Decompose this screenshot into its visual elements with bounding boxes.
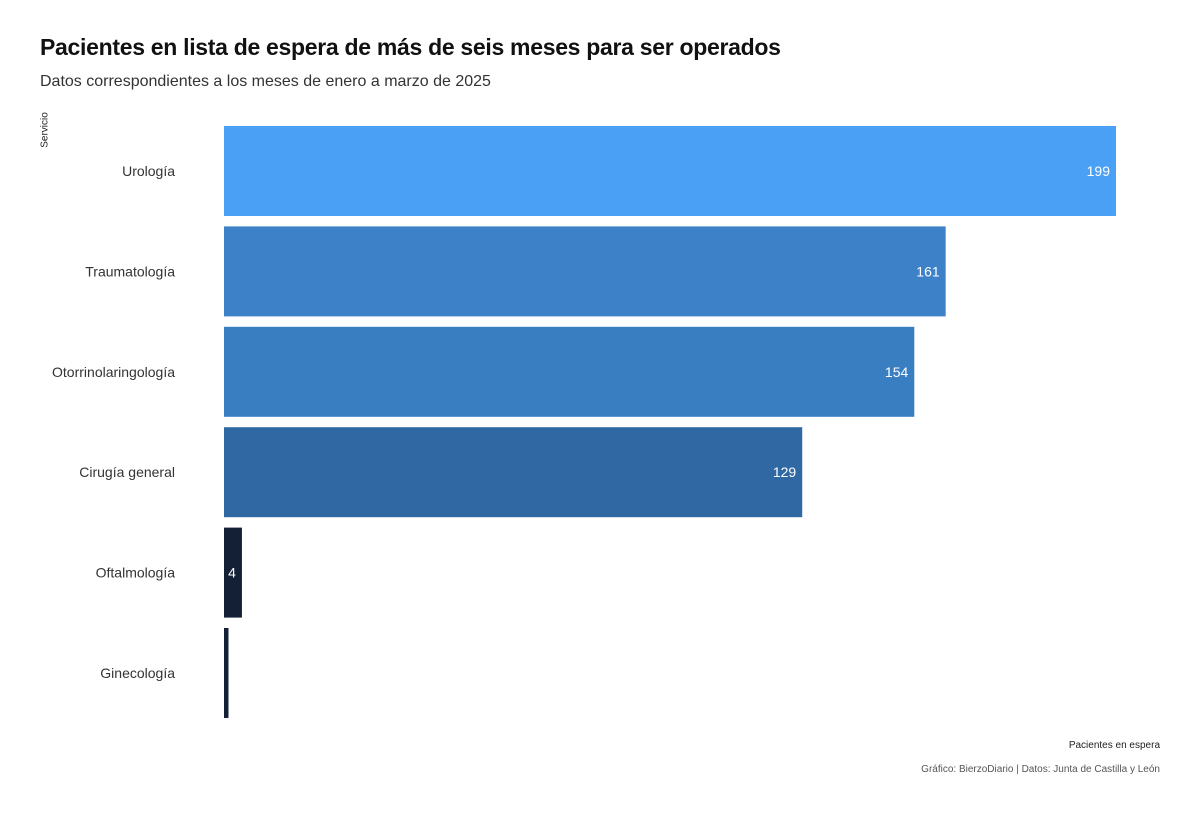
bar (224, 628, 229, 718)
y-tick-label: Ginecología (100, 665, 175, 681)
bar (224, 226, 946, 317)
bar-value-label: 154 (885, 364, 909, 380)
y-tick-label: Cirugía general (79, 464, 175, 480)
bar-value-label: 199 (1087, 163, 1111, 179)
chart-title: Pacientes en lista de espera de más de s… (40, 34, 781, 60)
bar-value-label: 4 (228, 565, 236, 581)
y-tick-label: Traumatología (85, 263, 175, 279)
y-tick-label: Urología (122, 163, 175, 179)
y-tick-label: Otorrinolaringología (52, 364, 175, 380)
bar-value-label: 161 (916, 263, 940, 279)
bar (224, 126, 1116, 216)
x-axis-label: Pacientes en espera (1068, 740, 1160, 751)
bar (224, 326, 915, 417)
chart-caption: Gráfico: BierzoDiario | Datos: Junta de … (921, 764, 1160, 775)
bar (224, 527, 242, 618)
y-tick-label: Oftalmología (96, 565, 176, 581)
bar (224, 427, 803, 518)
chart-subtitle: Datos correspondientes a los meses de en… (40, 73, 491, 90)
bar-value-label: 129 (773, 464, 797, 480)
